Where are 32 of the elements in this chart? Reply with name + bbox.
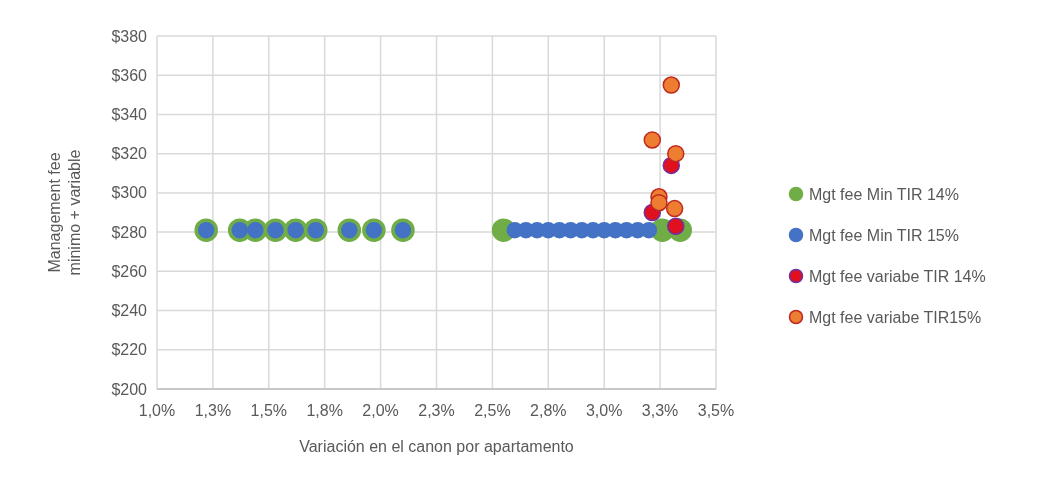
x-tick-label: 3,0% bbox=[585, 402, 623, 419]
x-tick-label: 2,8% bbox=[530, 402, 567, 419]
x-tick-label: 2,0% bbox=[362, 402, 399, 419]
x-tick-label: 1,3% bbox=[194, 402, 232, 419]
y-tick-label: $320 bbox=[111, 145, 148, 163]
x-tick-label: 2,5% bbox=[474, 402, 511, 419]
y-tick-label: $220 bbox=[111, 341, 148, 359]
y-tick-label: $380 bbox=[111, 27, 148, 45]
y-tick-label: $260 bbox=[111, 262, 148, 280]
y-tick-label: $340 bbox=[111, 106, 148, 124]
x-axis-title: Variación en el canon por apartamento bbox=[299, 438, 574, 455]
point bbox=[665, 199, 684, 218]
y-tick-label: $360 bbox=[111, 66, 148, 84]
y-tick-label: $200 bbox=[111, 380, 148, 398]
legend-label: Mgt fee Min TIR 15% bbox=[809, 226, 959, 244]
x-tick-label: 3,5% bbox=[697, 402, 735, 419]
x-tick-label: 3,3% bbox=[641, 402, 679, 419]
legend-label: Mgt fee variabe TIR 14% bbox=[809, 267, 986, 285]
x-tick-label: 2,3% bbox=[418, 402, 455, 419]
x-tick-label: 1,5% bbox=[250, 402, 288, 419]
legend-label: Mgt fee variabe TIR15% bbox=[809, 308, 982, 326]
point bbox=[650, 193, 668, 212]
x-tick-label: 1,8% bbox=[306, 402, 343, 419]
y-axis-title: Management fee minimo + variable bbox=[46, 149, 83, 276]
y-tick-label: $240 bbox=[111, 302, 148, 320]
point bbox=[667, 144, 685, 163]
point bbox=[662, 76, 681, 94]
y-tick-label: $280 bbox=[111, 223, 148, 241]
point bbox=[643, 131, 662, 149]
legend-label: Mgt fee Min TIR 14% bbox=[809, 185, 959, 203]
x-tick-label: 1,0% bbox=[138, 402, 176, 419]
y-tick-label: $300 bbox=[111, 184, 148, 202]
